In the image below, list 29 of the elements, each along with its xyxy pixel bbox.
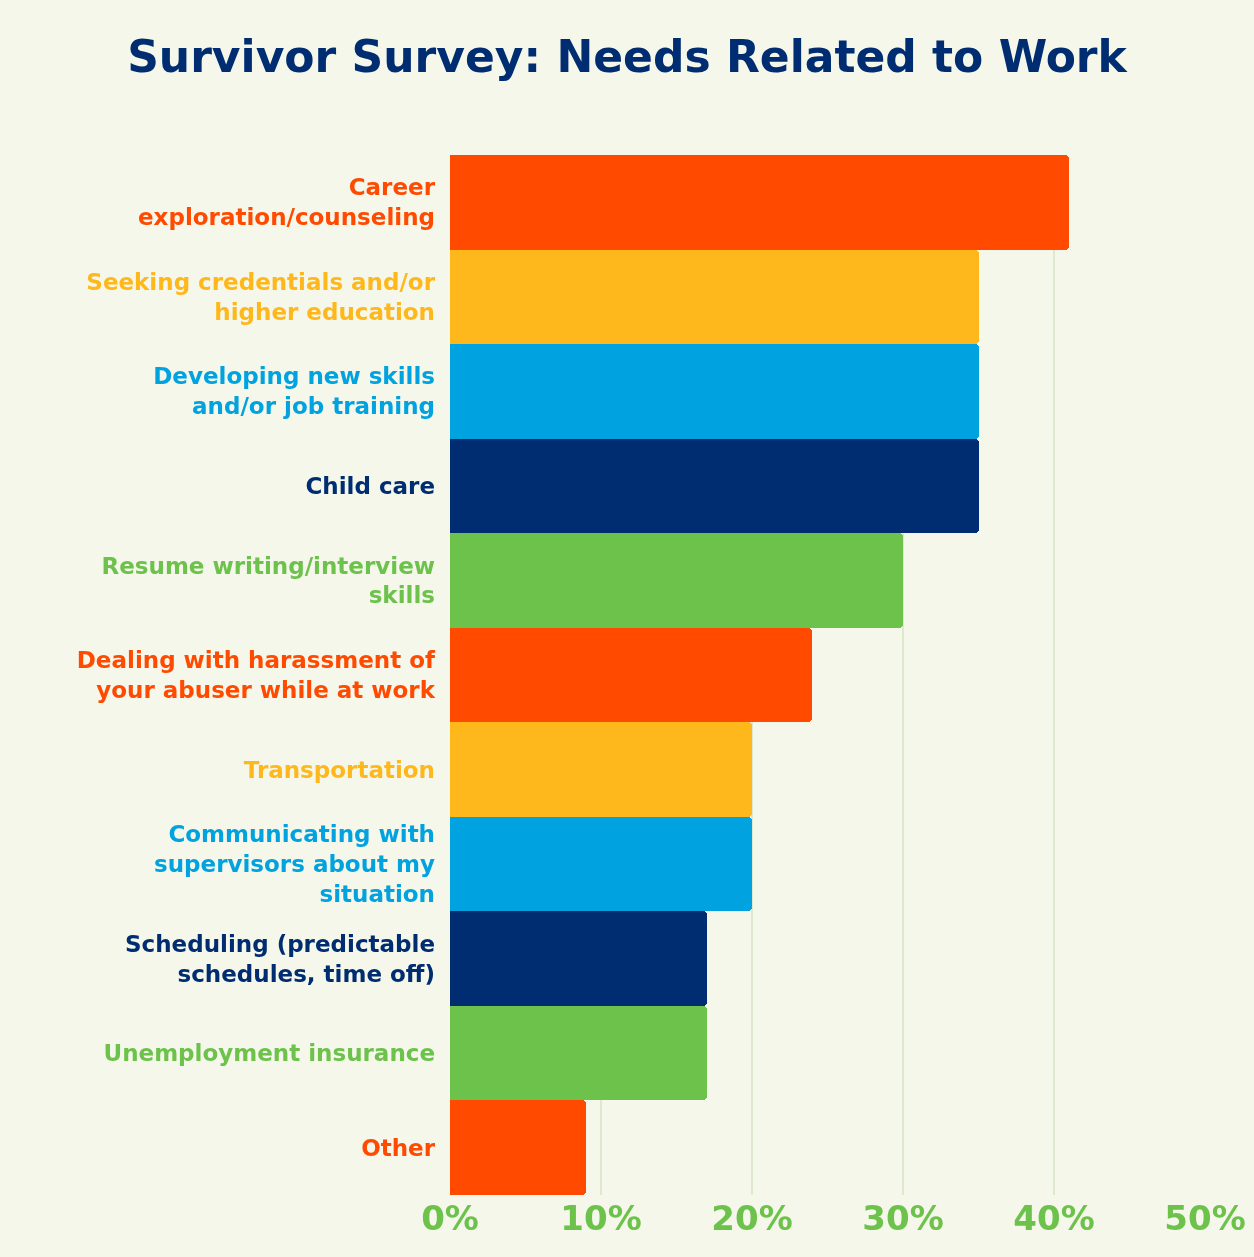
y-tick-label: Dealing with harassment of your abuser while at work — [76, 647, 436, 703]
bar — [450, 344, 979, 439]
bar — [450, 1100, 586, 1195]
x-tick-label: 20% — [711, 1198, 793, 1238]
bar — [450, 155, 1069, 250]
bar — [450, 1006, 707, 1100]
x-tick-label: 40% — [1013, 1198, 1095, 1238]
bar — [450, 628, 812, 722]
y-tick-label: Developing new skills and/or job training — [153, 363, 435, 420]
x-tick-label: 10% — [560, 1198, 642, 1238]
y-tick-label: Resume writing/interview skills — [101, 552, 435, 609]
y-tick-label: Unemployment insurance — [103, 1040, 435, 1067]
y-tick-label: Transportation — [243, 756, 435, 783]
bar — [450, 250, 979, 344]
x-tick-label: 0% — [421, 1198, 479, 1238]
bar — [450, 439, 979, 533]
y-tick-label: Career exploration/counseling — [138, 174, 436, 231]
bar — [450, 911, 707, 1006]
y-tick-label: Communicating with supervisors about my situation — [154, 821, 435, 908]
y-tick-label: Child care — [305, 472, 435, 499]
x-tick-label: 30% — [862, 1198, 944, 1238]
bar — [450, 722, 752, 817]
chart-title: Survivor Survey: Needs Related to Work — [127, 30, 1129, 82]
y-tick-label: Seeking credentials and/or higher education — [86, 268, 436, 325]
y-tick-label: Scheduling (predictable schedules, time off) — [125, 930, 435, 987]
bar — [450, 817, 752, 911]
x-tick-label: 50% — [1164, 1198, 1246, 1238]
y-tick-label: Other — [361, 1134, 436, 1161]
bar — [450, 533, 903, 628]
